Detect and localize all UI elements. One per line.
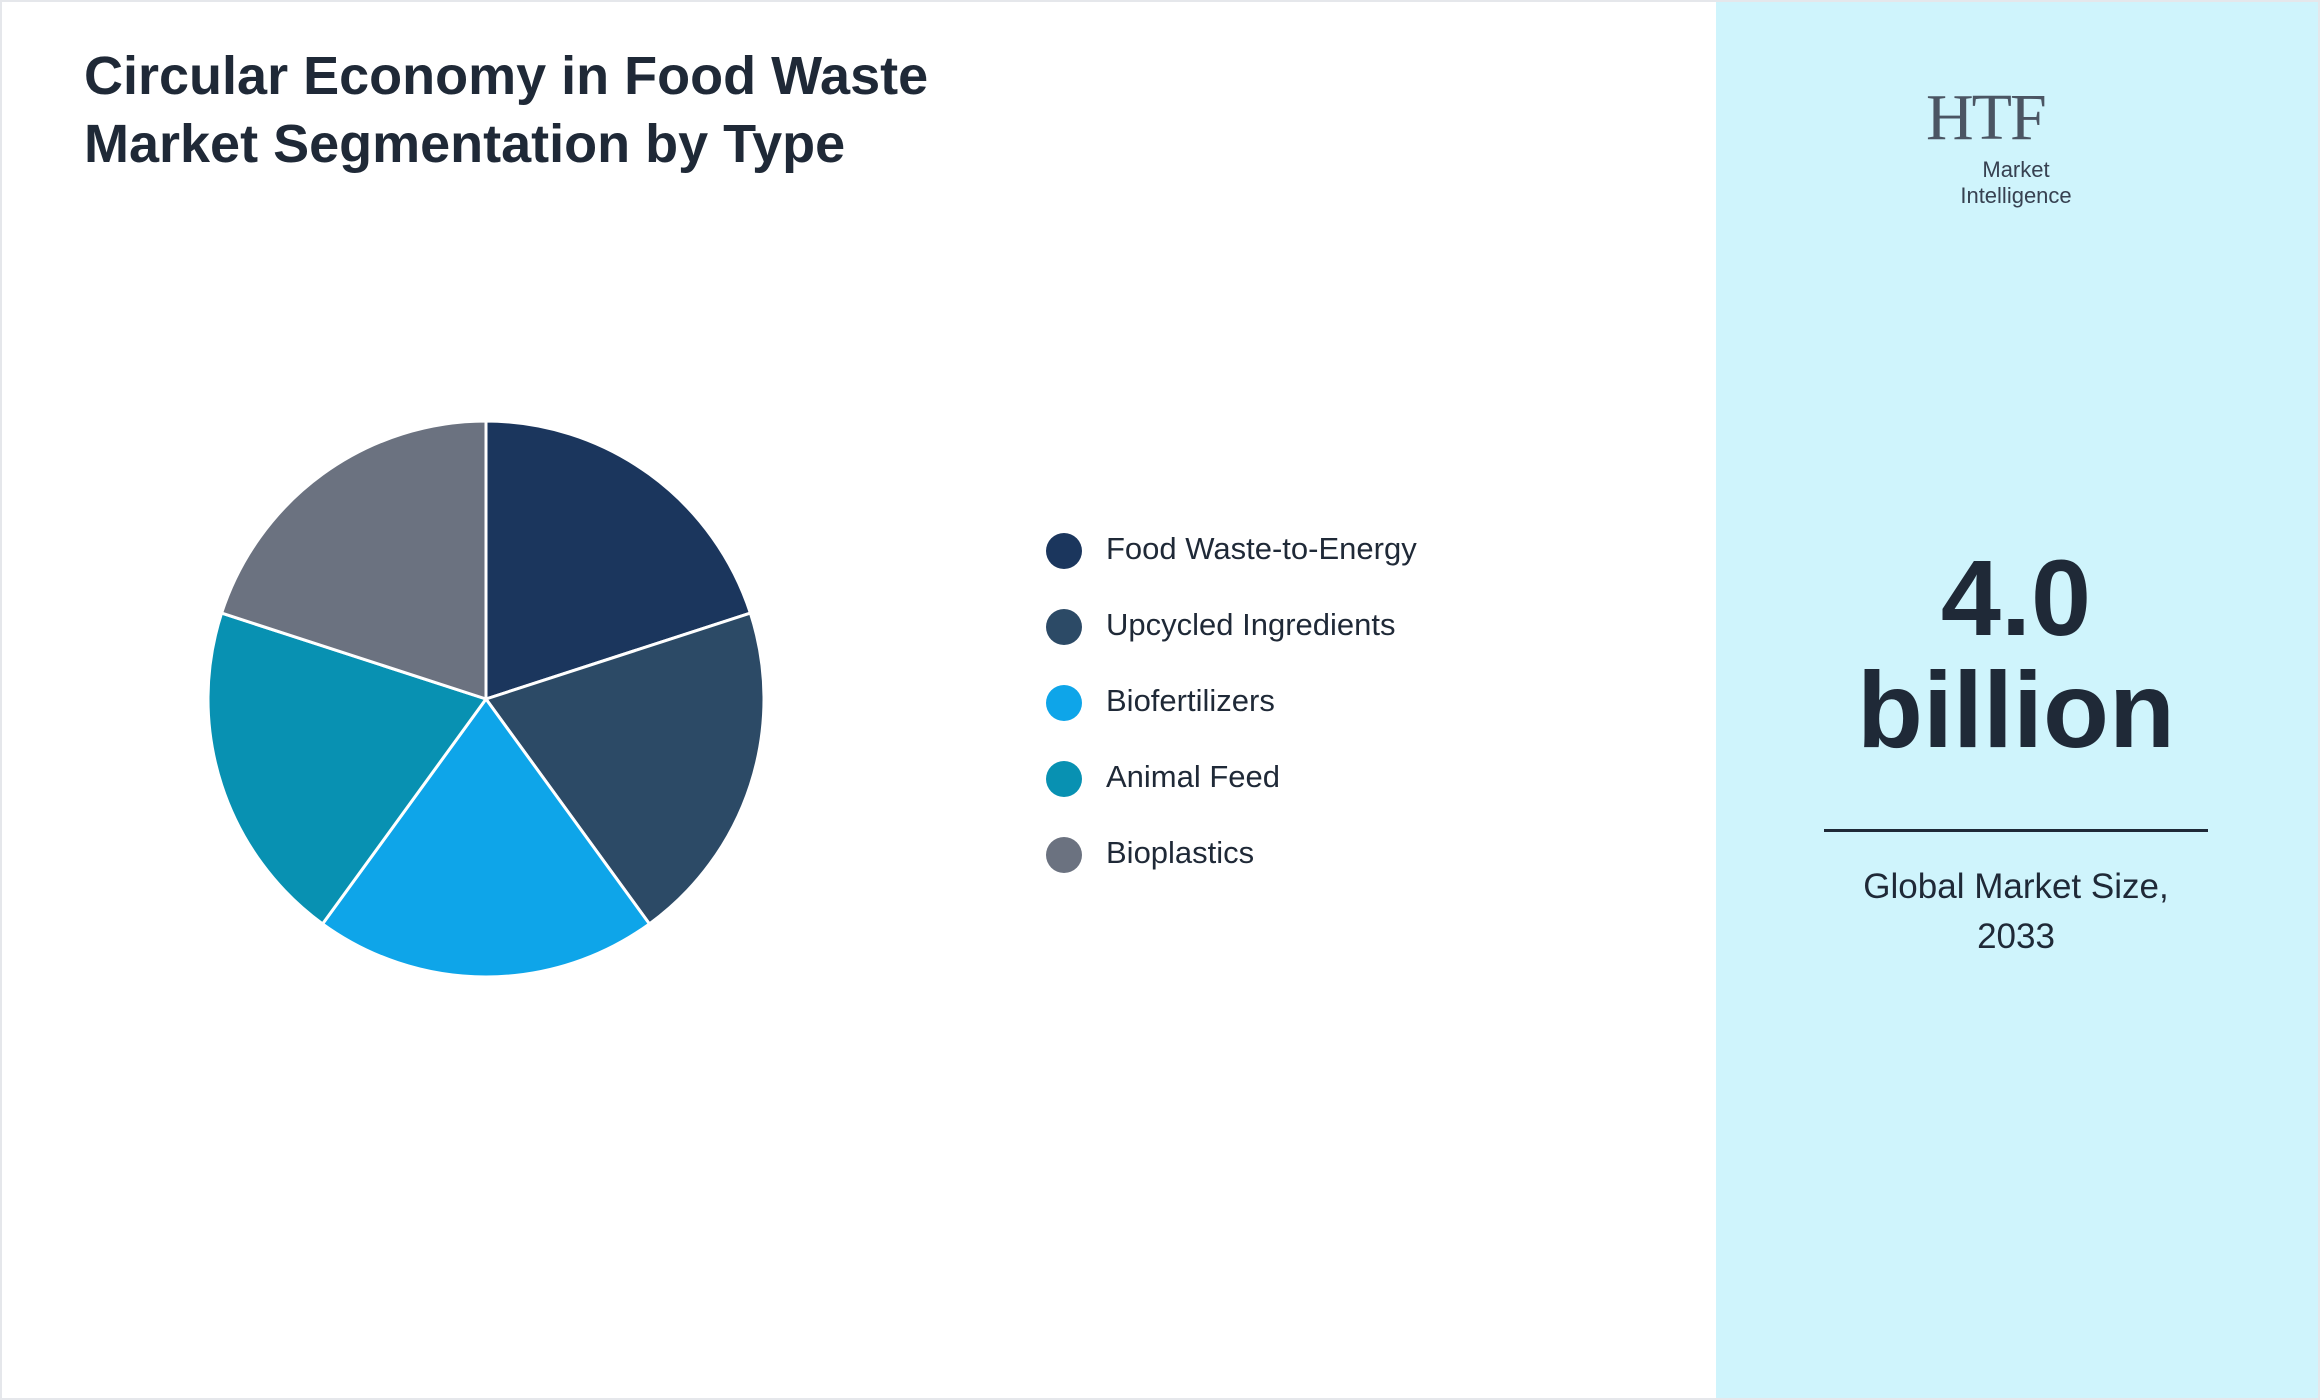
chart-title: Circular Economy in Food Waste Market Se… xyxy=(84,46,929,174)
market-size-caption: Global Market Size, 2033 xyxy=(1863,867,2169,956)
pie-slice xyxy=(484,419,753,702)
legend-marker xyxy=(1046,685,1082,721)
legend-marker xyxy=(1046,609,1082,645)
pie-slice xyxy=(206,611,489,927)
pie-slice xyxy=(219,419,488,702)
legend-marker xyxy=(1046,761,1082,797)
pie-slice xyxy=(483,611,766,927)
legend-marker xyxy=(1046,533,1082,569)
logo-mark: HTF xyxy=(1926,81,2047,154)
legend-label: Upcycled Ingredients xyxy=(1106,607,1396,642)
legend-label: Bioplastics xyxy=(1106,835,1254,870)
legend-marker xyxy=(1046,837,1082,873)
chart: Food Waste-to-Energy Upcycled Ingredients… xyxy=(206,419,1417,979)
pie-slice xyxy=(320,696,652,979)
divider xyxy=(1824,829,2208,832)
side-panel: HTF Market Intelligence 4.0 billion Glob… xyxy=(1716,2,2318,1398)
logo-text: Market Intelligence xyxy=(1960,157,2072,208)
market-size: 4.0 billion xyxy=(1857,537,2175,770)
legend-label: Biofertilizers xyxy=(1106,683,1275,718)
legend-label: Food Waste-to-Energy xyxy=(1106,531,1417,566)
legend-label: Animal Feed xyxy=(1106,759,1280,794)
